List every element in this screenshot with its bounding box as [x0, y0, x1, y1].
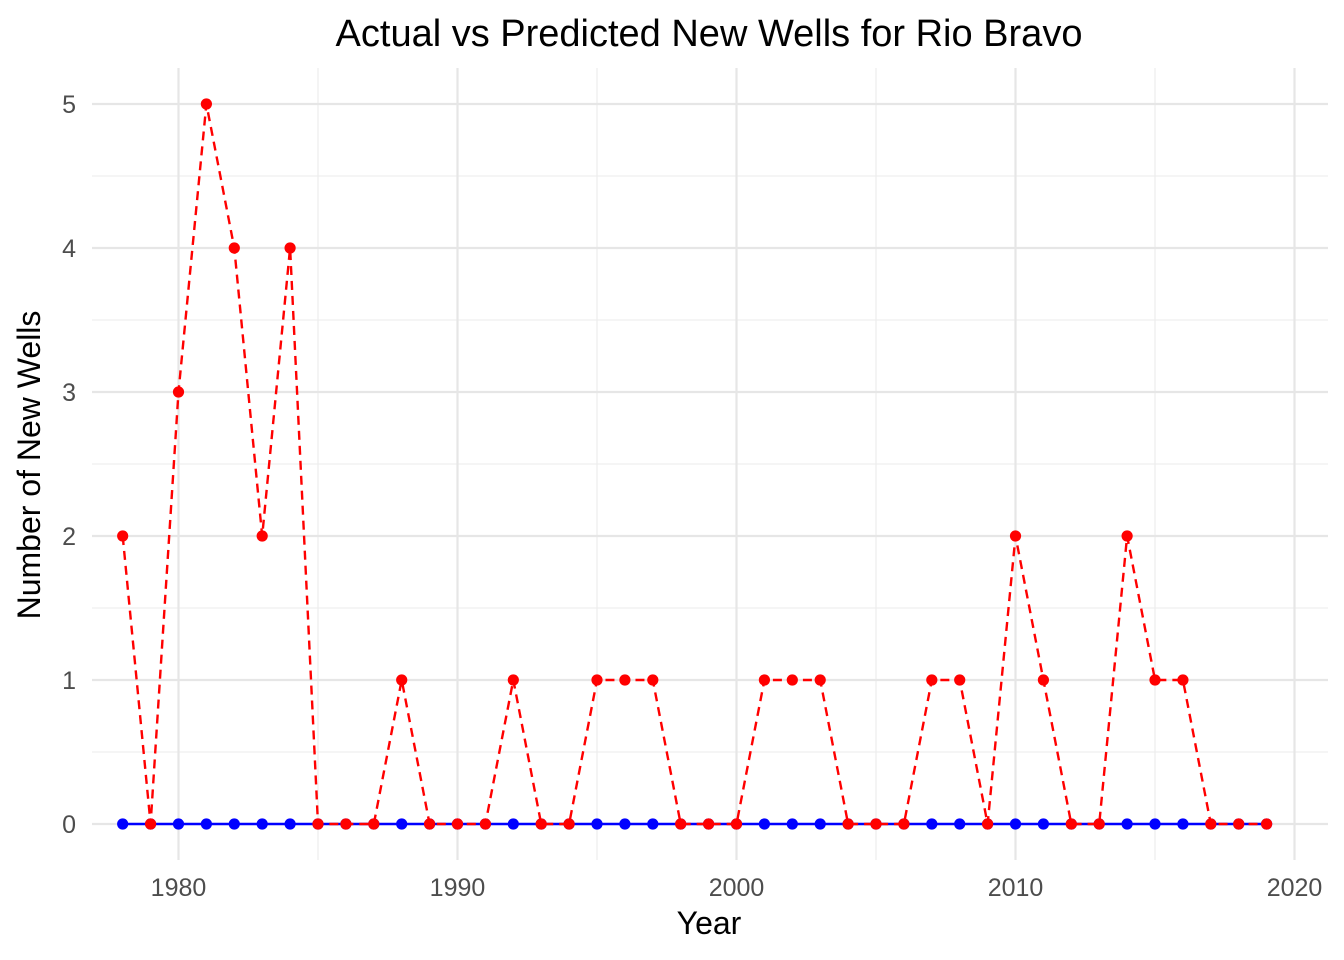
series-point-1 [982, 818, 994, 830]
series-point-1 [842, 818, 854, 830]
series-point-0 [954, 818, 966, 830]
series-point-0 [396, 818, 408, 830]
series-point-1 [172, 386, 185, 398]
series-point-1 [284, 242, 296, 254]
y-tick-label: 3 [62, 379, 76, 407]
series-point-0 [926, 818, 938, 830]
series-point-0 [507, 818, 519, 830]
series-point-0 [284, 818, 296, 830]
series-point-0 [172, 818, 185, 830]
series-point-1 [228, 242, 240, 254]
series-layer [117, 98, 1273, 830]
series-point-1 [870, 818, 882, 830]
x-tick-label: 1980 [151, 874, 207, 902]
series-point-1 [954, 674, 966, 686]
series-point-0 [758, 818, 771, 830]
series-point-1 [926, 674, 938, 686]
series-point-1 [591, 674, 603, 686]
y-tick-label: 2 [62, 523, 76, 551]
series-point-1 [1261, 818, 1273, 830]
series-point-1 [507, 674, 519, 686]
series-point-1 [256, 530, 268, 542]
series-point-1 [1037, 674, 1050, 686]
series-point-1 [117, 530, 129, 542]
series-point-1 [144, 818, 157, 830]
series-point-1 [730, 818, 743, 830]
series-point-0 [1009, 818, 1022, 830]
series-point-1 [200, 98, 212, 110]
series-point-0 [1037, 818, 1050, 830]
series-point-0 [256, 818, 268, 830]
series-point-0 [200, 818, 212, 830]
x-tick-label: 2010 [988, 874, 1044, 902]
chart-title: Actual vs Predicted New Wells for Rio Br… [336, 13, 1083, 55]
series-point-0 [786, 818, 798, 830]
y-axis-ticks: 0 1 2 3 4 5 [62, 91, 76, 839]
series-point-1 [396, 674, 408, 686]
x-axis-title: Year [677, 905, 742, 941]
series-point-0 [1149, 818, 1161, 830]
series-point-1 [786, 674, 798, 686]
series-point-1 [703, 818, 715, 830]
series-point-1 [1177, 674, 1189, 686]
series-point-1 [1009, 530, 1022, 542]
series-point-1 [1149, 674, 1161, 686]
y-tick-label: 4 [62, 235, 76, 263]
series-point-1 [1093, 818, 1105, 830]
series-point-1 [563, 818, 575, 830]
series-point-1 [647, 674, 659, 686]
series-point-0 [117, 818, 129, 830]
grid [92, 68, 1328, 860]
y-axis-title: Number of New Wells [11, 311, 47, 620]
series-point-1 [368, 818, 380, 830]
x-axis-ticks: 1980 1990 2000 2010 2020 [151, 874, 1323, 902]
x-tick-label: 2020 [1267, 874, 1323, 902]
x-tick-label: 1990 [430, 874, 486, 902]
series-point-1 [535, 818, 547, 830]
series-point-1 [423, 818, 436, 830]
y-tick-label: 5 [62, 91, 76, 119]
series-point-1 [814, 674, 826, 686]
series-point-0 [1177, 818, 1189, 830]
series-point-1 [619, 674, 631, 686]
y-tick-label: 0 [62, 811, 76, 839]
series-point-1 [1065, 818, 1077, 830]
series-point-1 [451, 818, 464, 830]
series-point-1 [312, 818, 324, 830]
series-point-1 [1121, 530, 1133, 542]
series-point-0 [228, 818, 240, 830]
series-point-0 [1121, 818, 1133, 830]
x-tick-label: 2000 [709, 874, 765, 902]
series-point-1 [479, 818, 491, 830]
series-point-1 [340, 818, 352, 830]
series-point-0 [814, 818, 826, 830]
series-point-0 [591, 818, 603, 830]
series-point-1 [898, 818, 910, 830]
series-point-0 [619, 818, 631, 830]
series-point-0 [647, 818, 659, 830]
series-point-1 [1233, 818, 1245, 830]
series-point-1 [1205, 818, 1217, 830]
series-point-1 [758, 674, 771, 686]
y-tick-label: 1 [62, 667, 76, 695]
series-point-1 [675, 818, 687, 830]
